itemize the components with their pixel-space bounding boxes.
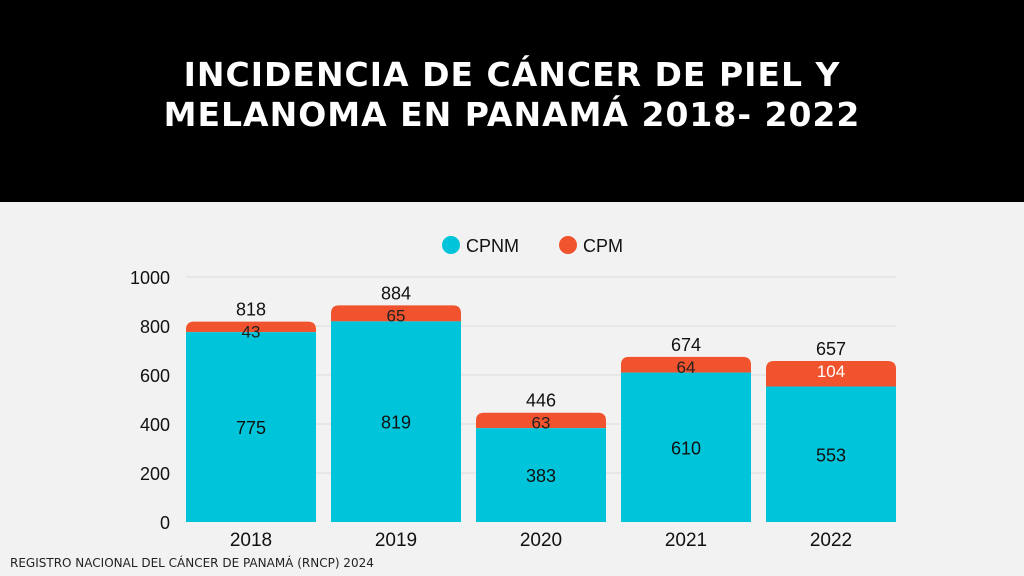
total-value-label: 818 [236, 300, 266, 320]
bar-cpnm [331, 321, 461, 522]
cpnm-value-label: 610 [671, 438, 701, 458]
bar-cpnm [621, 372, 751, 522]
y-tick-label: 800 [140, 317, 170, 337]
bar-cpm [621, 356, 751, 373]
total-value-label: 884 [381, 283, 411, 303]
x-tick-label: 2018 [230, 530, 272, 551]
x-tick-label: 2022 [810, 530, 852, 551]
bar-cpm [186, 321, 316, 333]
cpm-value-label: 43 [242, 323, 261, 342]
y-tick-label: 0 [160, 513, 170, 533]
legend-label-cpm: CPM [583, 236, 623, 256]
y-tick-label: 1000 [130, 268, 170, 288]
cpnm-value-label: 553 [816, 445, 846, 465]
cpm-value-label: 64 [677, 358, 696, 377]
source-note: REGISTRO NACIONAL DEL CÁNCER DE PANAMÁ (… [10, 556, 374, 570]
y-tick-label: 400 [140, 415, 170, 435]
total-value-label: 657 [816, 339, 846, 359]
x-tick-label: 2019 [375, 530, 417, 551]
cpnm-value-label: 819 [381, 413, 411, 433]
total-value-label: 674 [671, 335, 701, 355]
y-tick-label: 600 [140, 366, 170, 386]
bar-cpm [331, 305, 461, 322]
bar-cpnm [186, 332, 316, 522]
title-line-1: INCIDENCIA DE CÁNCER DE PIEL Y [183, 55, 841, 94]
bar-cpnm [476, 428, 606, 522]
bar-cpnm [766, 386, 896, 522]
cpnm-value-label: 775 [236, 418, 266, 438]
cpnm-value-label: 383 [526, 466, 556, 486]
legend-label-cpnm: CPNM [466, 236, 519, 256]
y-tick-label: 200 [140, 464, 170, 484]
x-tick-label: 2021 [665, 530, 707, 551]
x-tick-label: 2020 [520, 530, 562, 551]
total-value-label: 446 [526, 391, 556, 411]
cpm-value-label: 104 [817, 362, 845, 381]
cpm-value-label: 65 [387, 306, 406, 325]
title-line-2: MELANOMA EN PANAMÁ 2018- 2022 [163, 95, 861, 134]
legend-swatch-cpnm [442, 236, 460, 254]
bar-cpm [766, 361, 896, 387]
bar-cpm [476, 412, 606, 429]
cpm-value-label: 63 [532, 414, 551, 433]
legend-swatch-cpm [559, 236, 577, 254]
title-banner: INCIDENCIA DE CÁNCER DE PIEL Y MELANOMA … [0, 0, 1024, 202]
chart-title: INCIDENCIA DE CÁNCER DE PIEL Y MELANOMA … [0, 55, 1024, 135]
